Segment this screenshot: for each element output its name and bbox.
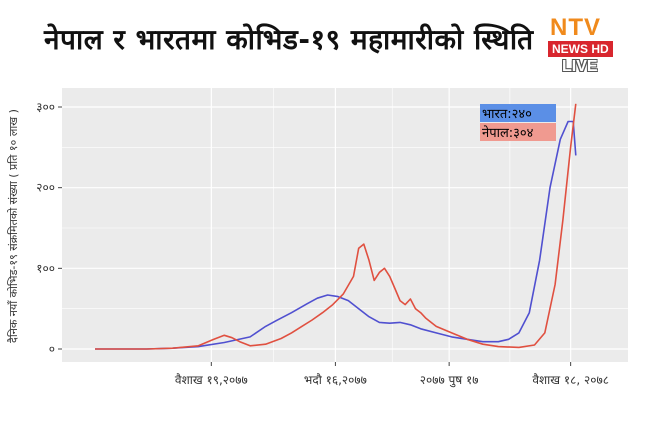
x-tick-label: वैशाख १८, २०७८ <box>532 373 609 387</box>
logo-sub: NEWS HD <box>548 41 613 57</box>
end-label: भारत:२४० <box>482 107 532 122</box>
y-tick-label: २०० <box>36 181 55 195</box>
x-tick-label: भदौ १६,२०७७ <box>304 373 367 387</box>
y-tick-label: ० <box>49 342 55 356</box>
series-line-nepal <box>95 103 577 350</box>
series-lines <box>95 103 577 350</box>
x-tick-label: वैशाख १९,२०७७ <box>175 373 248 387</box>
logo-live: LIVE <box>562 58 598 75</box>
page-title: नेपाल र भारतमा कोभिड-१९ महामारीको स्थिति <box>44 23 534 56</box>
y-tick-label: ३०० <box>36 100 55 114</box>
channel-logo: NTV NEWS HD LIVE <box>548 14 618 76</box>
y-tick-label: १०० <box>36 261 55 275</box>
logo-brand: NTV <box>550 14 601 41</box>
end-label-box <box>480 104 556 122</box>
end-label: नेपाल:३०४ <box>482 125 534 141</box>
series-line-india <box>95 120 577 350</box>
x-tick-label: २०७७ पुष १७ <box>420 373 479 388</box>
end-labels: भारत:२४० नेपाल:३०४ <box>480 104 556 141</box>
y-axis-label: दैनिक नयाँ कोभिड-१९ संक्रमितको संख्या ( … <box>7 109 20 343</box>
y-axis: ० १०० २०० ३०० <box>36 100 62 356</box>
end-label-box <box>480 123 556 141</box>
x-axis: वैशाख १९,२०७७ भदौ १६,२०७७ २०७७ पुष १७ वैशाख… <box>175 362 609 388</box>
